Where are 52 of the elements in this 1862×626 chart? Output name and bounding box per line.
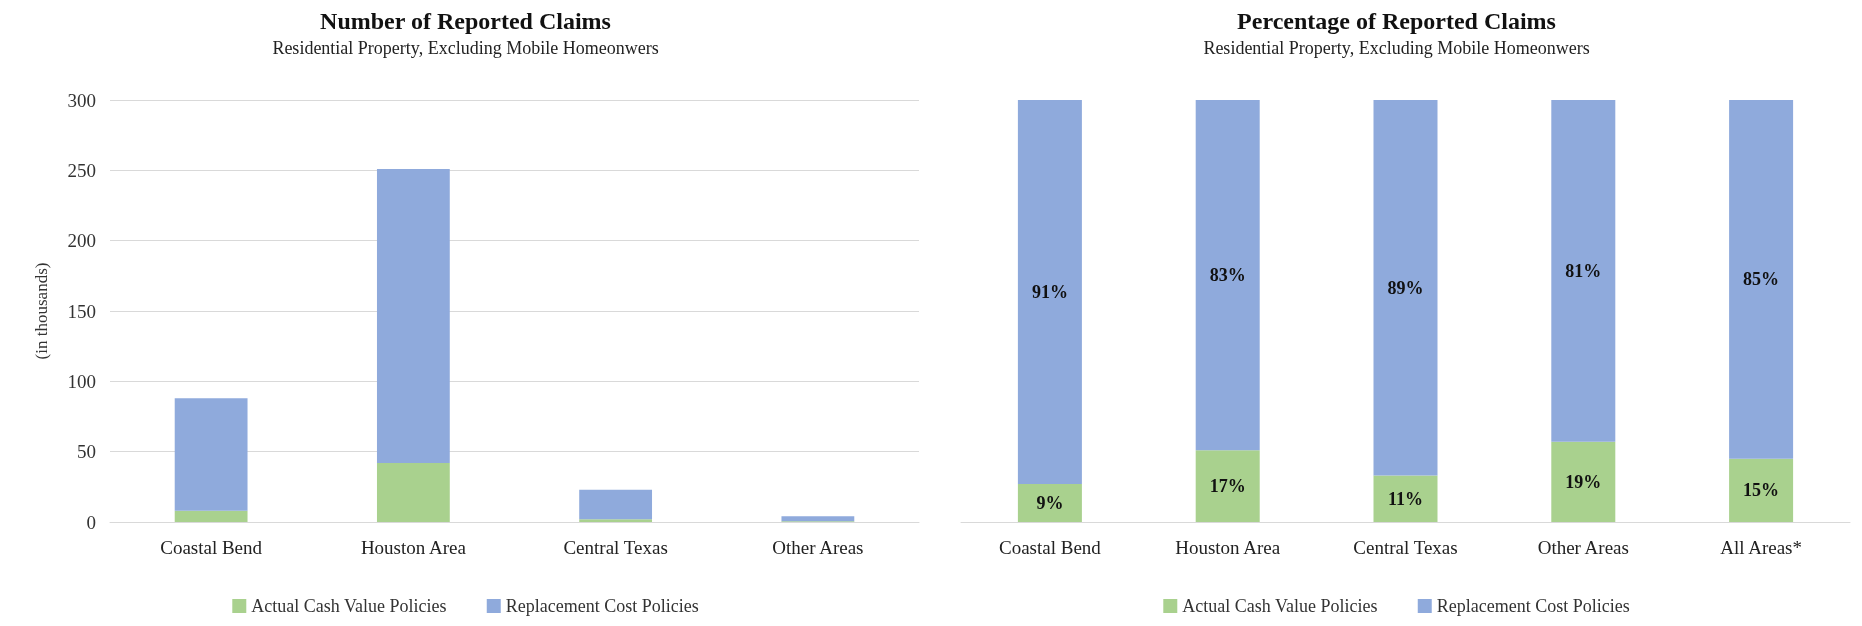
data-label: 89% [1387,277,1424,298]
x-tick-label: Coastal Bend [998,537,1102,558]
bar [1195,100,1260,451]
chart-title: Percentage of Reported Claims [1237,8,1556,34]
y-tick-label: 150 [67,300,96,322]
legend-label: Actual Cash Value Policies [251,596,447,616]
bar [174,398,248,511]
y-tick-label: 50 [77,441,96,463]
data-label: 83% [1209,265,1246,286]
data-label: 15% [1743,480,1780,501]
x-tick-label: Central Texas [1353,537,1458,558]
legend-label: Actual Cash Value Policies [1182,596,1378,616]
bar [579,519,653,522]
data-label: 9% [1036,493,1064,514]
y-tick-label: 100 [67,370,96,392]
bar [1017,100,1082,485]
data-label: 85% [1743,269,1780,290]
y-axis-title: (in thousands) [32,262,51,360]
bar [1373,100,1438,476]
chart-title: Number of Reported Claims [320,8,611,34]
bar [1729,458,1794,522]
x-tick-label: Houston Area [360,537,467,558]
y-tick-label: 0 [86,511,96,533]
x-tick-label: Other Areas [1537,537,1629,558]
x-tick-label: Coastal Bend [160,537,263,558]
bar [1373,475,1438,522]
bar [781,516,855,522]
data-label: 91% [1031,282,1068,303]
legend-label: Replacement Cost Policies [1436,596,1630,616]
bar [1551,441,1616,522]
data-label: 17% [1209,476,1246,497]
x-tick-label: Houston Area [1175,537,1281,558]
data-label: 11% [1387,488,1424,509]
bar [174,510,248,522]
data-label: 81% [1565,260,1602,281]
chart-subtitle: Residential Property, Excluding Mobile Homeonwers [272,38,659,58]
bar [376,462,450,522]
bar [1017,484,1082,522]
bar [1195,450,1260,522]
bar [1551,100,1616,442]
x-tick-label: All Areas* [1720,537,1802,558]
bar [579,489,653,520]
x-tick-label: Other Areas [772,537,864,558]
x-tick-label: Central Texas [563,537,668,558]
y-tick-label: 200 [67,230,96,252]
y-tick-label: 300 [67,89,96,111]
y-tick-label: 250 [67,159,96,181]
legend-label: Replacement Cost Policies [505,596,699,616]
bar [1729,100,1794,459]
data-label: 19% [1565,471,1602,492]
chart-subtitle: Residential Property, Excluding Mobile Homeonwers [1203,38,1590,58]
bar [376,168,450,463]
